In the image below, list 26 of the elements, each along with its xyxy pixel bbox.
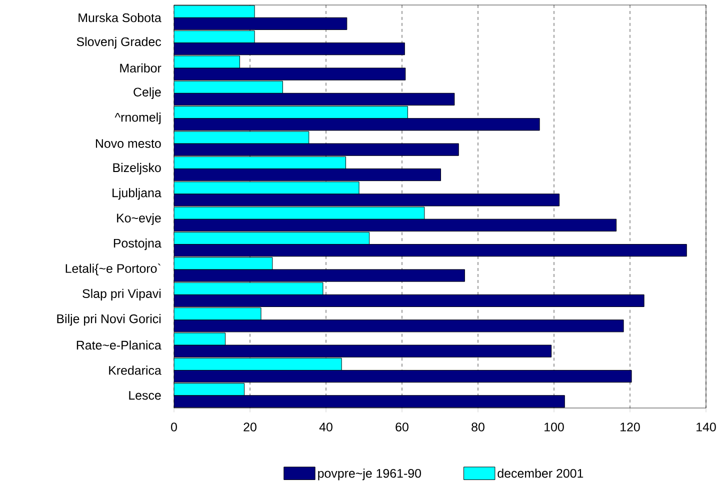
y-tick-label: Letali{~e Portoro`	[66, 264, 160, 276]
y-tick-label: ^rnomelj	[114, 112, 161, 124]
x-tick-label: 80	[472, 422, 484, 432]
y-tick-label: Kredarica	[109, 366, 162, 375]
y-tick-label: Bilje pri Novi Gorici	[57, 314, 161, 326]
x-tick-label: 0	[171, 422, 177, 432]
y-tick-label: Postojna	[114, 238, 162, 250]
y-tick-label: Novo mesto	[96, 139, 161, 148]
x-tick-label: 40	[319, 422, 332, 432]
y-tick-label: Slap pri Vipavi	[82, 288, 161, 300]
x-tick-label: 140	[696, 422, 716, 432]
y-tick-label: Ljubljana	[112, 188, 162, 200]
x-tick-label: 100	[544, 422, 564, 432]
y-tick-label: Slovenj Gradec	[76, 36, 162, 49]
y-tick-label: Lesce	[129, 391, 161, 400]
legend-label: december 2001	[498, 468, 584, 478]
y-tick-label: Maribor	[120, 63, 162, 73]
y-tick-label: Murska Sobota	[78, 13, 162, 22]
y-tick-label: Bizeljsko	[113, 162, 161, 175]
x-tick-label: 60	[396, 422, 408, 432]
x-tick-label: 120	[620, 422, 640, 432]
legend-label: povpre~je 1961-90	[318, 468, 421, 480]
y-tick-label: Celje	[134, 87, 161, 99]
x-tick-label: 20	[244, 422, 256, 432]
y-tick-label: Rate~e-Planica	[76, 340, 162, 350]
y-tick-label: Ko~evje	[117, 213, 161, 225]
